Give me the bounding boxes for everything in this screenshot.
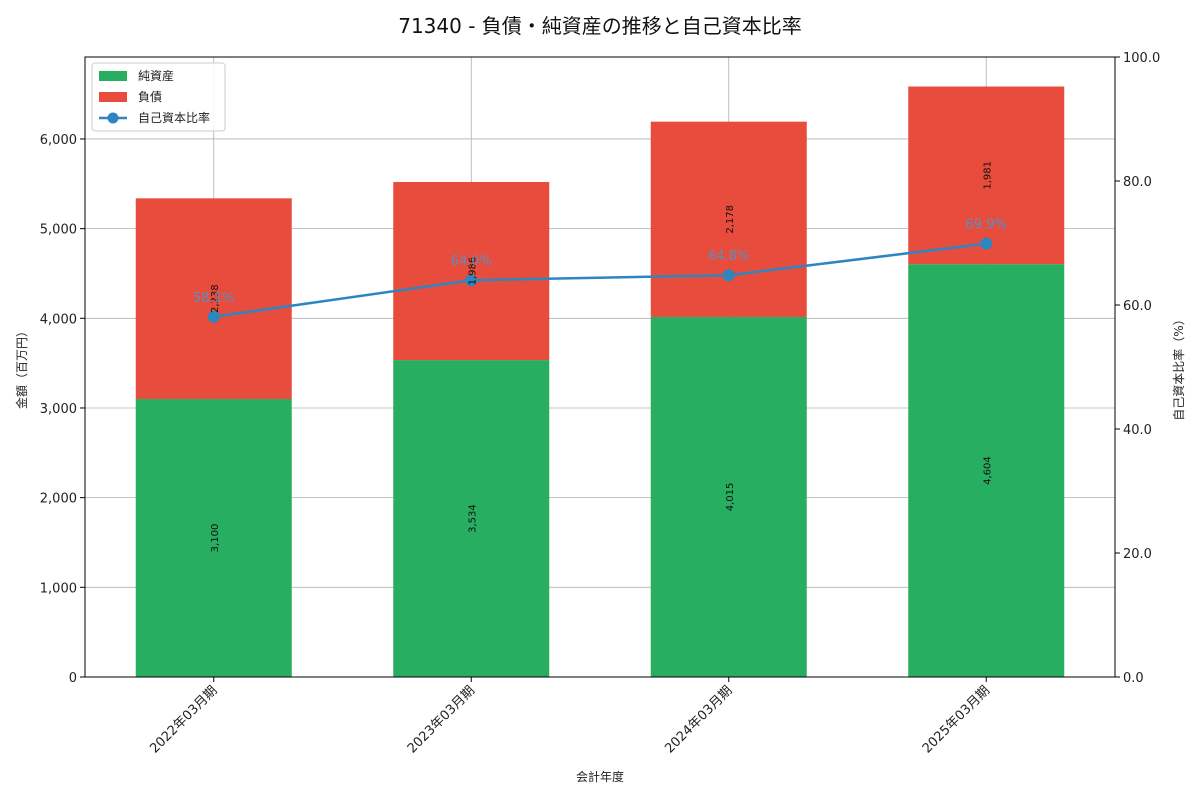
y-tick-label: 6,000	[40, 133, 77, 148]
bar-value-label: 2,178	[725, 205, 736, 234]
y-tick-label: 2,000	[40, 492, 77, 507]
bar-value-label: 4,015	[725, 483, 736, 512]
ratio-line-series	[207, 237, 993, 323]
y2-tick-label: 80.0	[1123, 175, 1152, 190]
bar-value-label: 2,238	[210, 284, 221, 313]
legend-label: 純資産	[138, 68, 174, 83]
y-axis-label: 金額（百万円）	[14, 325, 29, 409]
x-tick-label: 2024年03月期	[662, 683, 735, 756]
bar-liabilities	[393, 182, 550, 361]
legend-swatch	[99, 71, 127, 81]
bar-value-label: 4,604	[982, 456, 993, 485]
y2-tick-label: 0.0	[1123, 671, 1144, 686]
y2-tick-label: 60.0	[1123, 299, 1152, 314]
ratio-value-label: 64.0%	[451, 254, 492, 269]
bar-liabilities	[650, 121, 807, 317]
plot-frame	[84, 56, 1116, 678]
right-y-axis: 0.0 20.0 40.0 60.0 80.0 100.0	[1115, 51, 1160, 686]
data-labels: 3,100 2,238 3,534 1,986 4,015 2,178 4,604 1,981…	[193, 161, 1007, 552]
bar-net-assets	[650, 316, 807, 677]
x-tick-label: 2023年03月期	[405, 683, 478, 756]
y-tick-label: 0	[69, 671, 77, 686]
y2-tick-label: 100.0	[1123, 51, 1160, 66]
y-tick-label: 5,000	[40, 223, 77, 238]
bar-net-assets	[393, 360, 550, 677]
y2-axis-label: 自己資本比率（%）	[1171, 313, 1186, 420]
legend-swatch	[99, 92, 127, 102]
bar-series	[135, 86, 1065, 677]
ratio-marker	[980, 237, 993, 250]
legend-label: 負債	[138, 89, 162, 104]
bar-value-label: 3,534	[467, 504, 478, 533]
y-tick-label: 3,000	[40, 402, 77, 417]
x-tick-label: 2025年03月期	[920, 683, 993, 756]
y2-tick-label: 40.0	[1123, 423, 1152, 438]
ratio-value-label: 58.1%	[193, 291, 234, 306]
ratio-marker	[207, 310, 220, 323]
ratio-value-label: 64.8%	[708, 249, 749, 264]
y2-tick-label: 20.0	[1123, 547, 1152, 562]
ratio-marker	[465, 274, 478, 287]
bar-value-label: 1,986	[467, 257, 478, 286]
x-axis-label: 会計年度	[576, 769, 624, 784]
bar-liabilities	[135, 198, 292, 400]
y-tick-label: 1,000	[40, 581, 77, 596]
legend-marker	[107, 112, 119, 124]
chart-title: 71340 - 負債・純資産の推移と自己資本比率	[398, 14, 802, 38]
x-tick-label: 2022年03月期	[147, 683, 220, 756]
bar-net-assets	[135, 399, 292, 677]
x-axis: 2022年03月期 2023年03月期 2024年03月期 2025年03月期	[147, 677, 993, 757]
legend-label: 自己資本比率	[138, 110, 210, 125]
ratio-marker	[722, 269, 735, 282]
left-y-axis: 0 1,000 2,000 3,000 4,000 5,000 6,000	[40, 133, 85, 686]
bar-liabilities	[908, 86, 1065, 265]
ratio-line	[213, 242, 987, 319]
bar-value-label: 3,100	[210, 524, 221, 553]
bar-net-assets	[908, 264, 1065, 677]
bar-value-label: 1,981	[982, 161, 993, 190]
ratio-value-label: 69.9%	[966, 218, 1007, 233]
y-tick-label: 4,000	[40, 312, 77, 327]
